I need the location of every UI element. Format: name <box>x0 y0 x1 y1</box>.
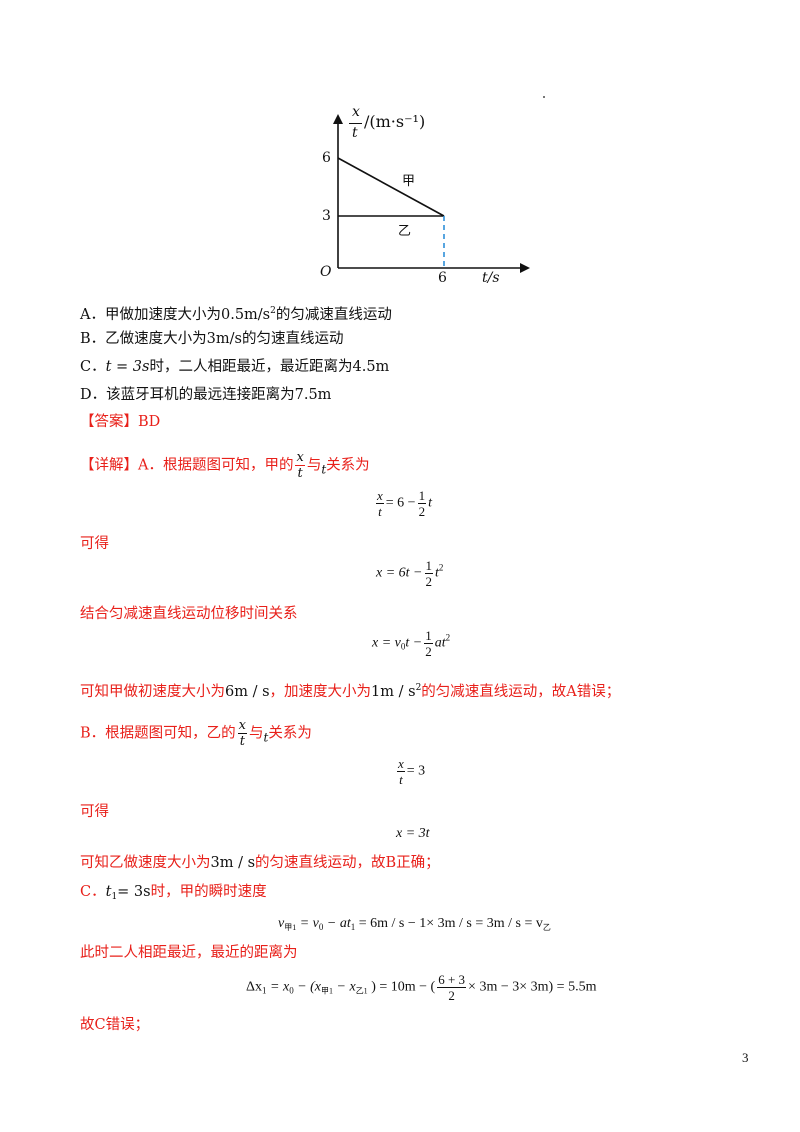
y-axis-arrow <box>333 114 343 124</box>
y-axis-unit: /(m·s⁻¹) <box>364 112 426 131</box>
label-yi: 乙 <box>398 224 412 239</box>
equation-6: v甲1 = v0 − at1 = 6m / s − 1× 3m / s = 3m… <box>278 916 551 932</box>
jiehe-line: 结合匀减速直线运动位移时间关系 <box>80 606 298 622</box>
jia-line <box>337 157 445 217</box>
speck-mark <box>543 96 545 98</box>
x-axis-arrow <box>520 263 530 273</box>
option-c: C．t = 3s时，二人相距最近，最近距离为4.5m <box>80 359 390 375</box>
option-a: A．甲做加速度大小为0.5m/s2的匀减速直线运动 <box>80 306 392 323</box>
tick-y-6: 6 <box>322 150 331 166</box>
detail-a-line: 【详解】A．根据题图可知，甲的 x t 与t关系为 <box>80 450 370 481</box>
detail-b-line: B．根据题图可知，乙的 x t 与t关系为 <box>80 718 312 749</box>
equation-4: x t = 3 <box>397 756 426 787</box>
equation-1: x t = 6 −1 2 t <box>376 488 432 519</box>
y-axis-fraction-bar <box>349 123 362 124</box>
detail-c-line: C．t1= 3s时，甲的瞬时速度 <box>80 884 267 902</box>
page-number: 3 <box>742 1050 749 1065</box>
gu-c-line: 故C错误； <box>80 1017 150 1033</box>
tick-y-3: 3 <box>322 208 331 224</box>
kezhi-b-line: 可知乙做速度大小为3m / s的匀速直线运动，故B正确； <box>80 855 440 871</box>
option-d: D．该蓝牙耳机的最远连接距离为7.5m <box>80 387 332 403</box>
cishi-line: 此时二人相距最近，最近的距离为 <box>80 945 298 961</box>
label-jia: 甲 <box>402 174 416 189</box>
equation-5: x = 3t <box>396 826 430 841</box>
y-axis-numerator: x <box>352 104 360 120</box>
equation-2: x = 6t −1 2 t2 <box>376 558 444 589</box>
equation-7: Δx1 = x0 − (x甲1 − x乙1 ) = 10m − (6 + 3 2 ×… <box>246 972 597 1003</box>
kede-2: 可得 <box>80 804 109 820</box>
x-over-t-graph <box>333 114 530 273</box>
kezhi-a-line: 可知甲做初速度大小为6m / s，加速度大小为1m / s2的匀减速直线运动，故… <box>80 683 621 700</box>
y-axis-denominator: t <box>352 125 358 141</box>
answer-line: 【答案】BD <box>80 414 161 430</box>
x-axis-label: t/s <box>482 270 500 286</box>
tick-x-6: 6 <box>438 270 447 286</box>
origin-label: O <box>320 264 332 280</box>
option-b: B．乙做速度大小为3m/s的匀速直线运动 <box>80 331 344 347</box>
kede-1: 可得 <box>80 536 109 552</box>
equation-3: x = v0t −1 2 at2 <box>372 628 451 659</box>
